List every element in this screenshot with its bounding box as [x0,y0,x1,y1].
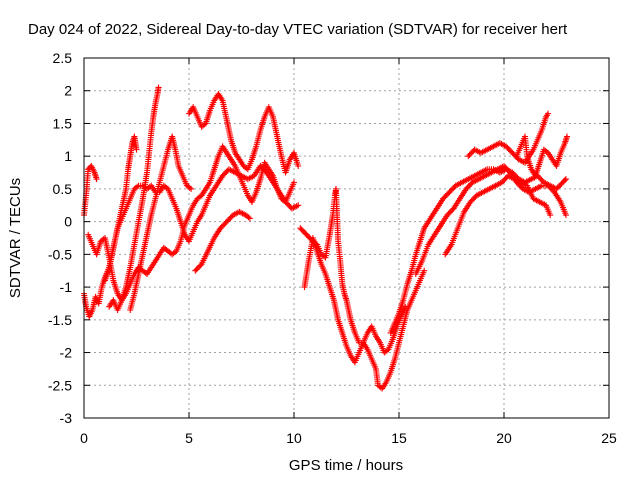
series-arc-9 [297,185,409,356]
data-point [564,133,570,140]
series-arc-8 [192,208,253,274]
data-point [197,262,204,269]
data-point [133,146,140,153]
series-arc-6 [102,133,140,284]
x-axis-tick-labels: 0 5 10 15 20 25 [80,430,617,446]
data-point [421,267,428,274]
data-point [547,212,554,219]
x-axis-label: GPS time / hours [289,457,403,474]
data-point [245,214,252,221]
x-tick-label: 10 [286,430,302,446]
data-point [545,110,552,117]
data-point [295,163,302,169]
plot-frame [83,57,610,419]
series-arc-4 [106,84,162,313]
series-arc-13 [442,172,554,258]
chart-title: Day 024 of 2022, Sidereal Day-to-day VTE… [28,21,568,38]
y-tick-label: 0 [64,214,72,230]
data-point [291,179,297,186]
data-point [172,249,178,256]
y-tick-label: 1 [64,148,72,164]
y-tick-label: -3 [60,410,73,426]
data-point [295,202,302,209]
y-tick-label: -1 [60,279,73,295]
series-arc-12 [412,163,569,277]
data-point [562,212,569,219]
y-axis-tick-labels: 2.5 2 1.5 1 0.5 0 -0.5 -1 -1.5 -2 -2.5 -3 [48,50,72,426]
series-arc-15 [513,133,570,179]
data-point [93,176,100,183]
x-tick-label: 0 [80,430,88,446]
y-tick-label: 0.5 [53,181,73,197]
series-arc-10 [301,235,428,392]
data-point [163,184,170,191]
x-tick-label: 25 [601,430,617,446]
y-tick-label: -1.5 [48,312,72,328]
data-point [186,184,193,191]
y-tick-label: -2.5 [48,377,72,393]
data-point [134,183,141,190]
grid-lines [84,58,609,418]
y-tick-label: -2 [60,345,73,361]
data-point [246,215,253,222]
axis-ticks [83,57,610,419]
data-point [384,347,391,354]
x-tick-label: 15 [391,430,407,446]
series-arc-5 [127,133,195,313]
series-arc-7 [186,91,302,176]
data-point [561,177,568,184]
data-point [155,84,162,91]
series-arc-14 [465,110,552,166]
y-tick-label: 2.5 [53,50,73,66]
x-tick-label: 20 [496,430,512,446]
data-point [402,303,409,310]
data-point [562,176,569,183]
series-arc-3 [85,143,297,304]
x-tick-label: 5 [185,430,193,446]
y-tick-label: -0.5 [48,246,72,262]
y-tick-label: 1.5 [53,115,73,131]
data-point [188,185,195,192]
data-points [81,84,570,392]
y-tick-label: 2 [64,83,72,99]
y-axis-label: SDTVAR / TECUs [7,178,24,298]
